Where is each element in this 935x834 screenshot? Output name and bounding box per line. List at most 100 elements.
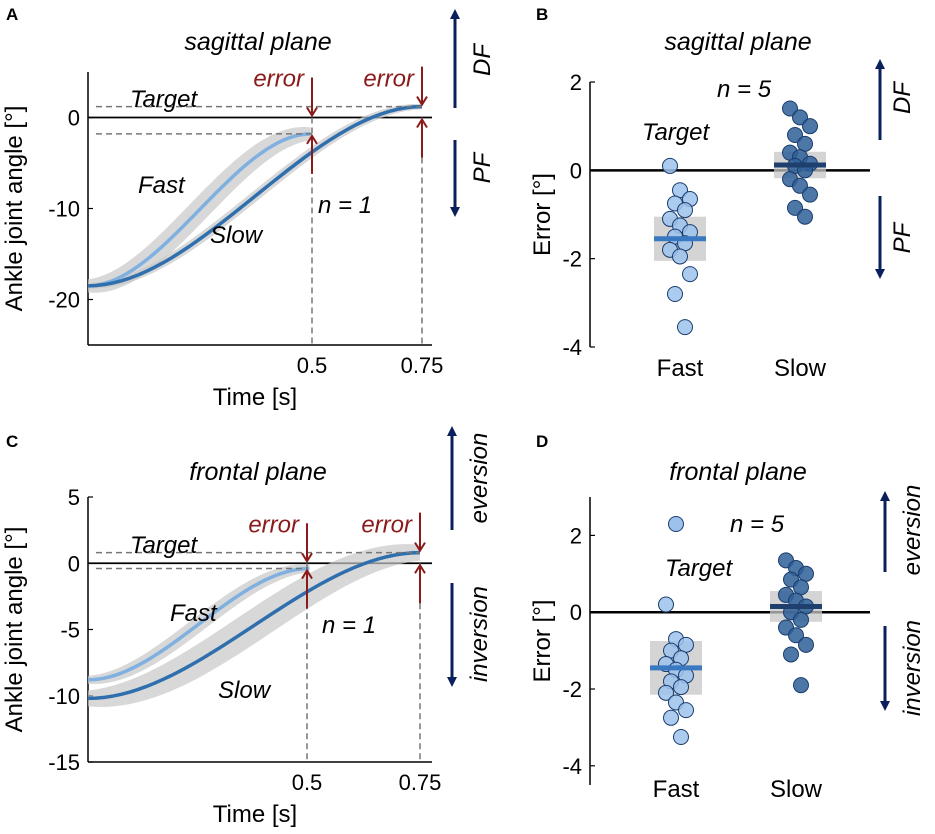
panel-d-title: frontal plane	[669, 458, 807, 486]
panel-c-target-label: Target	[130, 532, 198, 559]
panel-c-slow-curve	[87, 550, 421, 701]
panel-d-fast-point-14	[673, 729, 689, 745]
panel-d-fast-point-10	[658, 684, 674, 701]
panel-c-slow-label: Slow	[218, 677, 272, 704]
panel-b-slow-point-13	[787, 199, 803, 216]
panel-d-ytick-label-3: -4	[562, 754, 582, 779]
panel-c-ytick-label-2: -5	[60, 618, 80, 643]
panel-b-slow-point-1	[792, 109, 808, 126]
panel-a-x-label: Time [s]	[213, 384, 297, 411]
panel-c-ytick-label-4: -15	[48, 750, 80, 775]
panel-a-error-arrow-up-0	[306, 133, 318, 174]
panel-c-ytick-label-0: 5	[68, 485, 80, 510]
panel-b-y-label: Error [°]	[529, 173, 556, 256]
panel-c-fast-curve	[87, 566, 310, 682]
panel-d-slow-xlabel: Slow	[770, 776, 823, 803]
panel-b-dir-up-label: DF	[889, 81, 916, 114]
panel-b-target-label: Target	[642, 119, 710, 146]
panel-b-slow-point-11	[792, 177, 808, 194]
panel-d-legend-marker	[668, 516, 684, 532]
panel-d-label: D	[536, 432, 548, 451]
panel-c-title: frontal plane	[189, 458, 327, 486]
panel-b-fast-point-0	[662, 157, 678, 174]
panel-a-ytick-label-1: -10	[48, 197, 80, 222]
panel-b-fast-point-12	[682, 266, 698, 283]
panel-d-slow-point-11	[788, 627, 804, 644]
panel-b-ytick-label-1: 0	[570, 158, 582, 183]
panel-a-y-label: Ankle joint angle [°]	[1, 106, 28, 312]
panel-d-fast-point-2	[678, 636, 694, 653]
panel-d-slow-point-12	[798, 636, 814, 653]
panel-d-n-label: n = 5	[730, 511, 785, 538]
panel-c-ytick-label-1: 0	[68, 551, 80, 576]
panel-a-slow-curve	[87, 104, 423, 288]
panel-b-fast-point-11	[672, 248, 688, 265]
panel-b-ytick-label-3: -4	[562, 335, 582, 360]
panel-d-dir-up-label: eversion	[899, 485, 926, 576]
panel-d-slow-point-4	[793, 579, 809, 596]
panel-c-dir-down-label: inversion	[466, 586, 493, 682]
panel-d-fast-point-9	[673, 679, 689, 696]
panel-d-ytick-label-0: 2	[570, 523, 582, 548]
panel-b-slow-xlabel: Slow	[774, 355, 827, 382]
panel-c-xtick-label-0: 0.5	[292, 770, 323, 795]
panel-c-error-label-1: error	[361, 512, 413, 539]
panel-d-fast-point-13	[663, 709, 679, 726]
panel-a-slow-label: Slow	[210, 222, 264, 249]
panel-c-xtick-label-1: 0.75	[399, 770, 442, 795]
panel-a-ytick-label-0: 0	[68, 106, 80, 131]
panel-b-ytick-label-2: -2	[562, 247, 582, 272]
panel-a-fast-curve	[87, 132, 311, 288]
panel-b-slow-point-12	[802, 186, 818, 203]
panel-b-title: sagittal plane	[664, 28, 811, 56]
panel-c-y-label: Ankle joint angle [°]	[1, 527, 28, 733]
panel-a-error-label-0: error	[253, 66, 305, 93]
panel-b-ytick-label-0: 2	[570, 70, 582, 95]
panel-a-target-label: Target	[130, 86, 198, 113]
panel-d-fast-xlabel: Fast	[653, 776, 700, 803]
panel-c-error-arrow-up-0	[301, 568, 313, 609]
panel-c-dir-up-label: eversion	[466, 433, 493, 524]
panel-c-n-label: n = 1	[322, 612, 376, 639]
panel-a-error-arrow-down-0	[306, 77, 318, 118]
panel-b-n-label: n = 5	[717, 76, 772, 103]
panel-a-error-arrow-up-1	[416, 117, 428, 158]
panel-d-y-label: Error [°]	[529, 600, 556, 683]
panel-d-dir-down-label: inversion	[899, 620, 926, 716]
panel-a-label: A	[6, 5, 18, 24]
panel-b-fast-point-4	[677, 202, 693, 219]
panel-b-dir-down-label: PF	[889, 221, 916, 253]
panel-b-slow-point-0	[782, 100, 798, 117]
panel-b-fast-xlabel: Fast	[657, 355, 704, 382]
panel-c-ytick-label-3: -10	[48, 684, 80, 709]
panel-b-label: B	[536, 5, 548, 24]
panel-d-ytick-label-2: -2	[562, 677, 582, 702]
panel-a-n-label: n = 1	[318, 192, 372, 219]
panel-a-title: sagittal plane	[184, 28, 331, 56]
panel-a-ytick-label-2: -20	[48, 288, 80, 313]
panel-d-fast-point-12	[678, 702, 694, 719]
panel-d-slow-point-13	[783, 646, 799, 663]
panel-d-slow-point-9	[793, 611, 809, 628]
panel-b-slow-point-14	[797, 208, 813, 225]
panel-c-error-label-0: error	[248, 512, 300, 539]
panel-d-slow-point-14	[793, 677, 809, 694]
panel-d-fast-point-0	[658, 596, 674, 613]
panel-b-slow-point-4	[797, 135, 813, 152]
panel-b-fast-point-13	[667, 286, 683, 302]
panel-c-error-arrow-up-1	[414, 563, 426, 604]
panel-a-xtick-label-0: 0.5	[297, 353, 328, 378]
panel-c-x-label: Time [s]	[213, 801, 297, 828]
panel-a-fast-label: Fast	[138, 172, 186, 199]
panel-c-label: C	[6, 432, 18, 451]
panel-b-slow-point-2	[802, 118, 818, 135]
panel-d-target-label: Target	[665, 555, 733, 582]
panel-d-ytick-label-1: 0	[570, 600, 582, 625]
panel-a-dir-up-label: DF	[469, 43, 496, 76]
panel-c-fast-label: Fast	[170, 600, 218, 627]
panel-b-slow-point-3	[787, 127, 803, 143]
panel-c-error-arrow-down-0	[301, 523, 313, 564]
panel-b-fast-point-14	[677, 319, 693, 336]
